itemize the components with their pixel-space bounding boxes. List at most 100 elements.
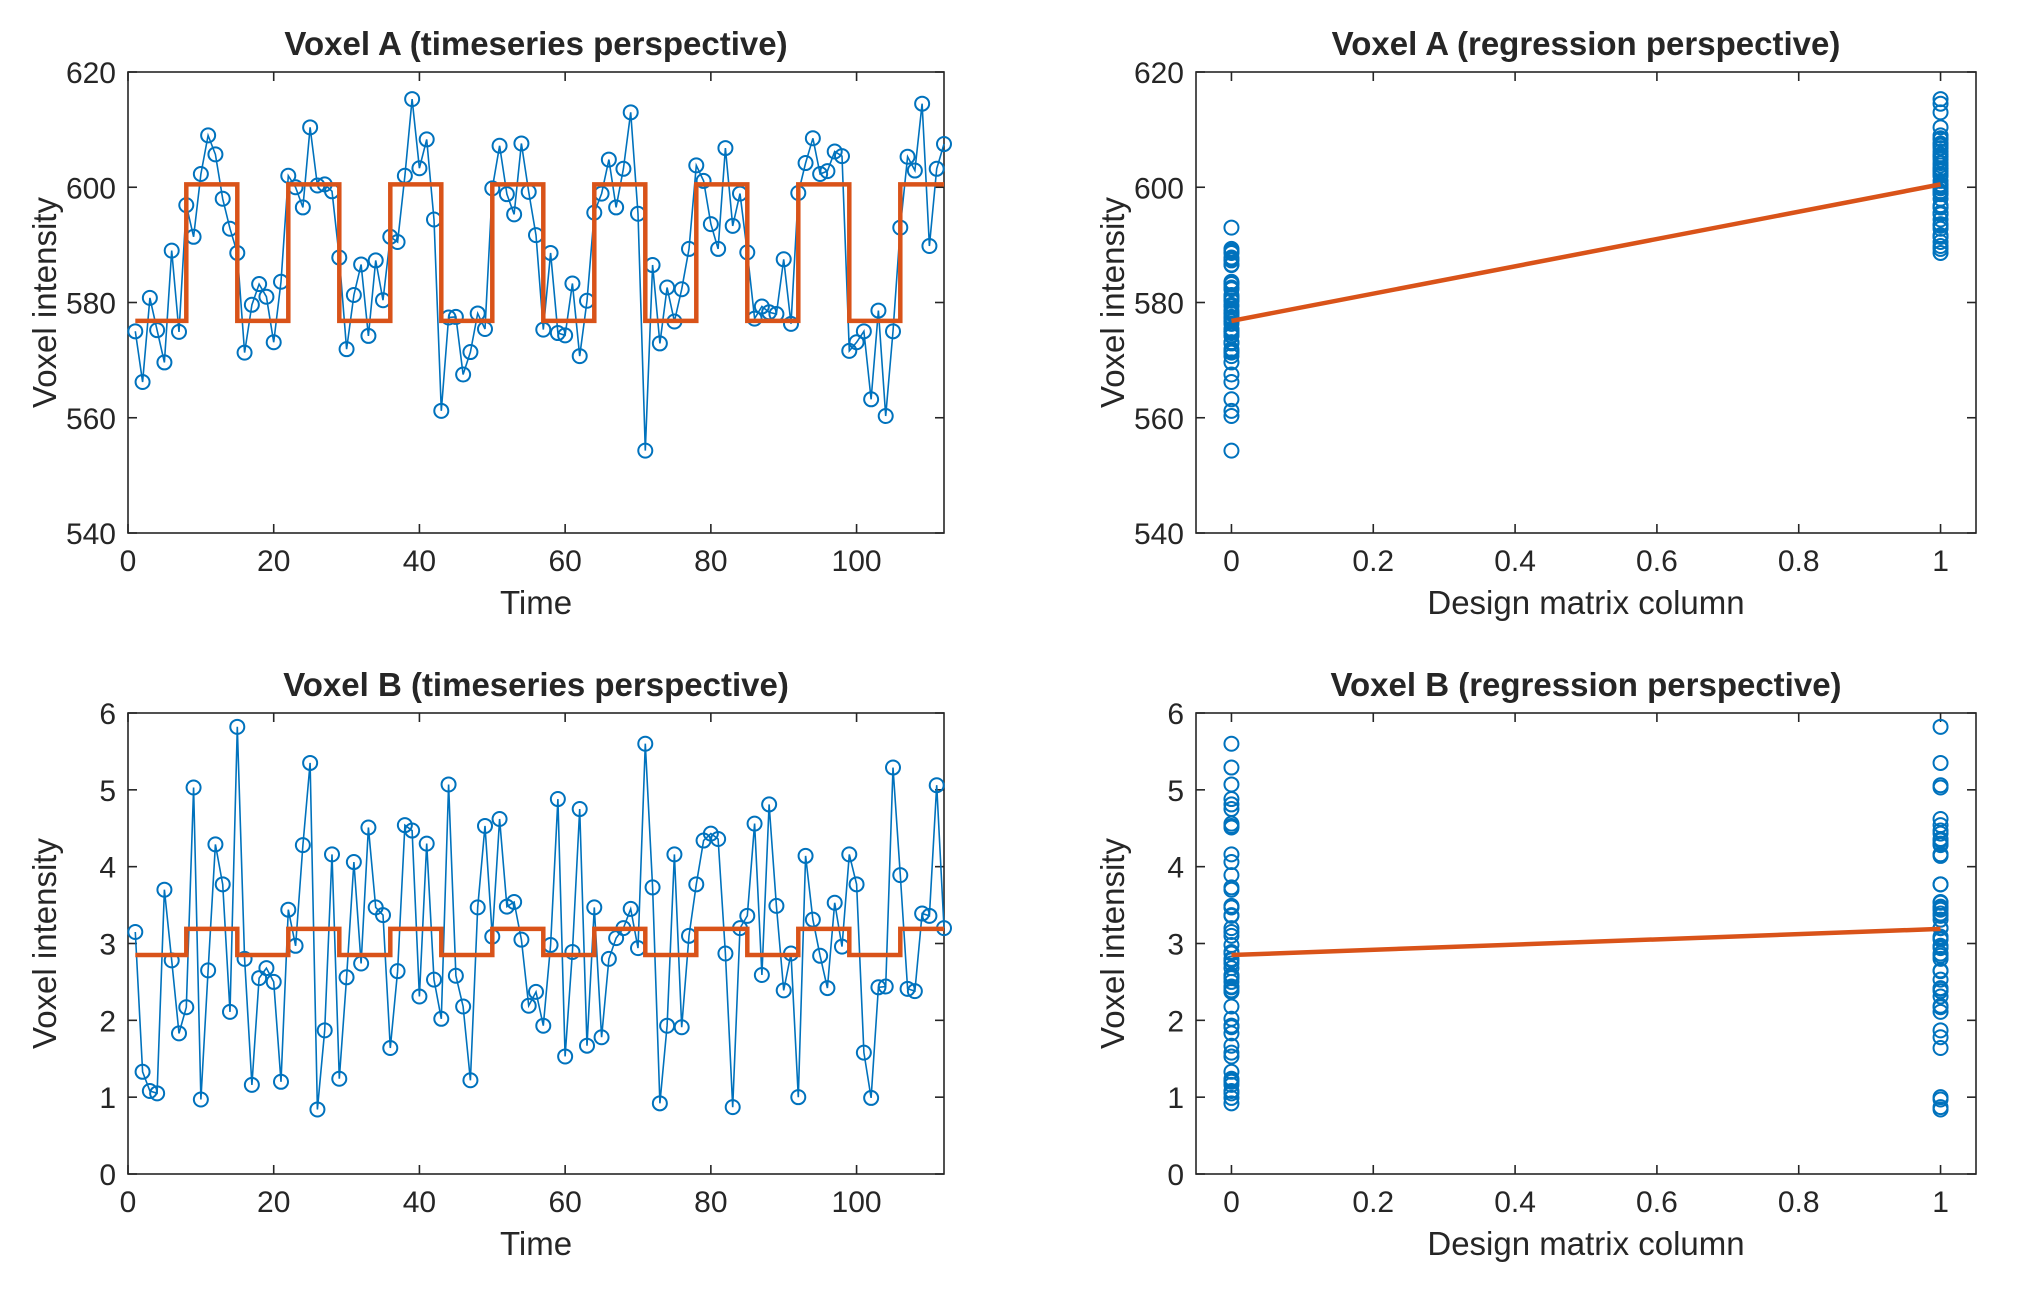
data-point xyxy=(1223,1037,1240,1054)
data-point xyxy=(192,1091,209,1108)
data-point xyxy=(1223,978,1240,995)
data-point xyxy=(1932,754,1949,771)
data-point xyxy=(1932,907,1949,924)
data-point xyxy=(564,943,581,960)
data-point xyxy=(564,275,581,292)
data-point xyxy=(688,157,705,174)
data-point xyxy=(345,287,362,304)
data-point xyxy=(1932,136,1949,153)
data-point xyxy=(1932,172,1949,189)
data-point xyxy=(535,1017,552,1034)
data-point xyxy=(863,1089,880,1106)
data-point xyxy=(1223,219,1240,236)
x-tick-label: 40 xyxy=(403,1186,436,1219)
x-tick-label: 0.2 xyxy=(1352,1186,1394,1219)
data-point xyxy=(367,252,384,269)
y-tick-label: 620 xyxy=(66,57,116,90)
data-point xyxy=(826,894,843,911)
data-point xyxy=(928,777,945,794)
data-point xyxy=(1223,342,1240,359)
data-point xyxy=(1932,777,1949,794)
data-point xyxy=(1223,937,1240,954)
data-point xyxy=(134,374,151,391)
data-point xyxy=(462,344,479,361)
data-point xyxy=(1223,244,1240,261)
data-point xyxy=(899,148,916,165)
data-point xyxy=(1223,796,1240,813)
data-point xyxy=(1932,217,1949,234)
data-point xyxy=(1223,879,1240,896)
data-point xyxy=(1932,1089,1949,1106)
data-point xyxy=(593,1029,610,1046)
data-point xyxy=(717,140,734,157)
data-point xyxy=(783,315,799,332)
data-point xyxy=(1223,907,1240,924)
data-point xyxy=(906,983,923,1000)
data-point xyxy=(1223,791,1240,808)
data-point xyxy=(892,867,909,884)
x-axis-label: Time xyxy=(500,584,572,621)
data-point xyxy=(666,846,683,863)
x-tick-label: 1 xyxy=(1932,1186,1949,1219)
data-point xyxy=(848,334,865,351)
data-point xyxy=(433,1010,450,1027)
data-point xyxy=(185,779,202,796)
data-point xyxy=(1223,897,1240,914)
data-point xyxy=(411,988,428,1005)
data-point xyxy=(1223,1095,1240,1112)
data-point xyxy=(673,1019,690,1036)
data-point xyxy=(1223,366,1240,383)
y-tick-label: 580 xyxy=(66,288,116,321)
data-point xyxy=(1223,442,1240,459)
x-tick-label: 80 xyxy=(694,1186,727,1219)
data-point xyxy=(877,408,894,425)
x-tick-label: 40 xyxy=(403,545,436,578)
x-tick-label: 0 xyxy=(1223,545,1240,578)
y-tick-label: 4 xyxy=(1167,852,1184,885)
data-point xyxy=(513,135,530,152)
axes-box xyxy=(127,71,945,534)
x-tick-label: 20 xyxy=(257,545,290,578)
data-point xyxy=(491,137,508,154)
data-point xyxy=(637,735,654,752)
chart-title: Voxel B (regression perspective) xyxy=(1330,666,1841,703)
data-point xyxy=(1932,205,1949,222)
data-point xyxy=(571,801,588,818)
data-point xyxy=(345,854,362,871)
axes-box xyxy=(127,712,945,1175)
data-point xyxy=(1223,257,1240,274)
data-point xyxy=(549,791,566,808)
x-tick-label: 0.8 xyxy=(1778,1186,1820,1219)
data-point xyxy=(258,288,275,305)
x-tick-label: 0.8 xyxy=(1778,545,1820,578)
x-axis-label: Time xyxy=(500,1225,572,1262)
data-point xyxy=(491,811,508,828)
data-point xyxy=(294,199,311,216)
data-point xyxy=(1223,402,1240,419)
data-point xyxy=(768,897,785,914)
y-tick-label: 3 xyxy=(1167,929,1184,962)
y-axis-label: Voxel intensity xyxy=(1094,197,1131,408)
data-point xyxy=(382,1039,399,1056)
data-point xyxy=(1932,1022,1949,1039)
data-point xyxy=(804,130,821,147)
data-point xyxy=(819,163,836,180)
data-point xyxy=(863,391,880,408)
data-point xyxy=(1223,1010,1240,1027)
data-point xyxy=(273,1073,289,1090)
data-point xyxy=(1223,920,1240,937)
data-point xyxy=(1932,104,1949,121)
x-tick-label: 20 xyxy=(257,1186,290,1219)
regression-line xyxy=(1231,182,1941,324)
data-point xyxy=(921,238,938,255)
data-point xyxy=(885,759,901,776)
data-point xyxy=(447,308,464,325)
data-point xyxy=(710,831,727,848)
data-point xyxy=(1932,1039,1949,1056)
chart-title: Voxel A (regression perspective) xyxy=(1332,25,1841,62)
data-point xyxy=(324,846,340,863)
data-point xyxy=(1223,927,1240,944)
data-point xyxy=(812,165,829,182)
data-point xyxy=(1223,391,1240,408)
data-point xyxy=(644,879,661,896)
